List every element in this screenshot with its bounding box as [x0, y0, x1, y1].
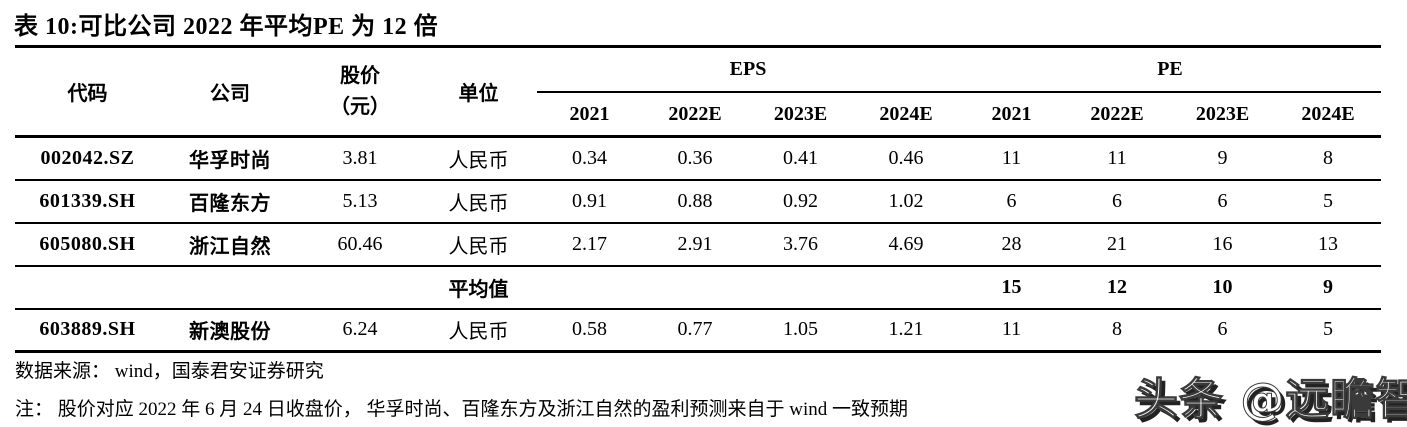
- cell-code: 603889.SH: [15, 307, 160, 352]
- cell-pe-2021: 15: [959, 264, 1064, 309]
- cell-unit: 人民币: [420, 135, 537, 180]
- cell-eps-2022e: [642, 264, 748, 309]
- col-header-unit: 单位: [458, 83, 499, 105]
- col-header-eps-2022e: 2022E: [668, 102, 722, 125]
- table-title: 表 10:可比公司 2022 年平均PE 为 12 倍: [14, 14, 439, 40]
- watermark: 头条 @远瞻智库: [1133, 374, 1407, 426]
- cell-unit: 人民币: [420, 221, 537, 266]
- header-group-row: 代码 公司 股价 （元） 单位 EPS PE: [15, 46, 1381, 118]
- cell-eps-2022e: 0.36: [642, 135, 748, 180]
- cell-eps-2024e: 1.02: [853, 178, 959, 223]
- col-header-company: 公司: [210, 83, 250, 105]
- cell-pe-2023e: 10: [1170, 264, 1275, 309]
- cell-company: 新澳股份: [160, 307, 300, 352]
- table-row: 603889.SH 新澳股份 6.24 人民币 0.58 0.77 1.05 1…: [15, 307, 1381, 352]
- col-header-price-line2: （元）: [330, 95, 390, 118]
- cell-eps-2023e: 1.05: [748, 307, 853, 352]
- cell-company: 浙江自然: [160, 221, 300, 266]
- comparable-companies-pe-table: 代码 公司 股价 （元） 单位 EPS PE 2021 2022E 2023E …: [15, 45, 1381, 353]
- cell-pe-2022e: 8: [1064, 307, 1170, 352]
- cell-eps-2021: 2.17: [537, 221, 642, 266]
- cell-pe-2024e: 8: [1275, 135, 1381, 180]
- col-header-code: 代码: [67, 83, 108, 105]
- cell-eps-2022e: 2.91: [642, 221, 748, 266]
- cell-pe-2022e: 6: [1064, 178, 1170, 223]
- cell-pe-2021: 11: [959, 307, 1064, 352]
- cell-pe-2024e: 9: [1275, 264, 1381, 309]
- col-header-price: 股价 （元）: [300, 47, 420, 137]
- cell-pe-2023e: 6: [1170, 178, 1275, 223]
- cell-pe-2022e: 21: [1064, 221, 1170, 266]
- col-group-eps: EPS: [537, 46, 959, 93]
- col-header-pe-2022e: 2022E: [1090, 102, 1144, 125]
- cell-pe-2021: 6: [959, 178, 1064, 223]
- cell-eps-2021: 0.34: [537, 135, 642, 180]
- col-header-eps-2024e: 2024E: [879, 102, 933, 125]
- cell-eps-2021: 0.91: [537, 178, 642, 223]
- cell-pe-2023e: 16: [1170, 221, 1275, 266]
- col-header-eps-2021: 2021: [569, 102, 610, 125]
- cell-code: 002042.SZ: [15, 135, 160, 180]
- cell-eps-2022e: 0.88: [642, 178, 748, 223]
- col-header-pe-2021: 2021: [991, 102, 1032, 125]
- table-row-average: 平均值 15 12 10 9: [15, 264, 1381, 309]
- cell-eps-2023e: 0.41: [748, 135, 853, 180]
- cell-pe-2021: 28: [959, 221, 1064, 266]
- table-row: 002042.SZ 华孚时尚 3.81 人民币 0.34 0.36 0.41 0…: [15, 135, 1381, 180]
- cell-pe-2024e: 5: [1275, 307, 1381, 352]
- col-header-pe-2023e: 2023E: [1195, 102, 1250, 125]
- cell-pe-2023e: 6: [1170, 307, 1275, 352]
- table-row: 605080.SH 浙江自然 60.46 人民币 2.17 2.91 3.76 …: [15, 221, 1381, 266]
- cell-code: 601339.SH: [15, 178, 160, 223]
- cell-eps-2023e: [748, 264, 853, 309]
- cell-eps-2021: 0.58: [537, 307, 642, 352]
- data-source-note: 数据来源： wind，国泰君安证券研究: [15, 361, 324, 382]
- cell-unit: 人民币: [420, 178, 537, 223]
- cell-unit: 人民币: [420, 307, 537, 352]
- cell-company: 华孚时尚: [160, 135, 300, 180]
- col-header-price-line1: 股价: [340, 64, 380, 87]
- header-year-row: 2021 2022E 2023E 2024E 2021 2022E 2023E …: [15, 92, 1381, 137]
- cell-price: 60.46: [300, 221, 420, 266]
- cell-eps-2024e: [853, 264, 959, 309]
- cell-average-label: 平均值: [420, 264, 537, 309]
- cell-eps-2024e: 4.69: [853, 221, 959, 266]
- cell-eps-2022e: 0.77: [642, 307, 748, 352]
- cell-code: 605080.SH: [15, 221, 160, 266]
- cell-price: 6.24: [300, 307, 420, 352]
- cell-company: 百隆东方: [160, 178, 300, 223]
- cell-pe-2024e: 5: [1275, 178, 1381, 223]
- table-row: 601339.SH 百隆东方 5.13 人民币 0.91 0.88 0.92 1…: [15, 178, 1381, 223]
- cell-eps-2023e: 3.76: [748, 221, 853, 266]
- cell-price: 5.13: [300, 178, 420, 223]
- col-header-pe-2024e: 2024E: [1301, 102, 1355, 125]
- cell-eps-2023e: 0.92: [748, 178, 853, 223]
- col-header-eps-2023e: 2023E: [773, 102, 828, 125]
- cell-eps-2024e: 0.46: [853, 135, 959, 180]
- cell-pe-2021: 11: [959, 135, 1064, 180]
- cell-pe-2022e: 11: [1064, 135, 1170, 180]
- cell-price: 3.81: [300, 135, 420, 180]
- cell-code: [15, 264, 160, 309]
- cell-pe-2023e: 9: [1170, 135, 1275, 180]
- cell-pe-2022e: 12: [1064, 264, 1170, 309]
- cell-price: [300, 264, 420, 309]
- cell-eps-2021: [537, 264, 642, 309]
- cell-eps-2024e: 1.21: [853, 307, 959, 352]
- cell-pe-2024e: 13: [1275, 221, 1381, 266]
- col-group-pe: PE: [959, 46, 1381, 93]
- footnote: 注： 股价对应 2022 年 6 月 24 日收盘价， 华孚时尚、百隆东方及浙江…: [15, 399, 909, 420]
- cell-company: [160, 264, 300, 309]
